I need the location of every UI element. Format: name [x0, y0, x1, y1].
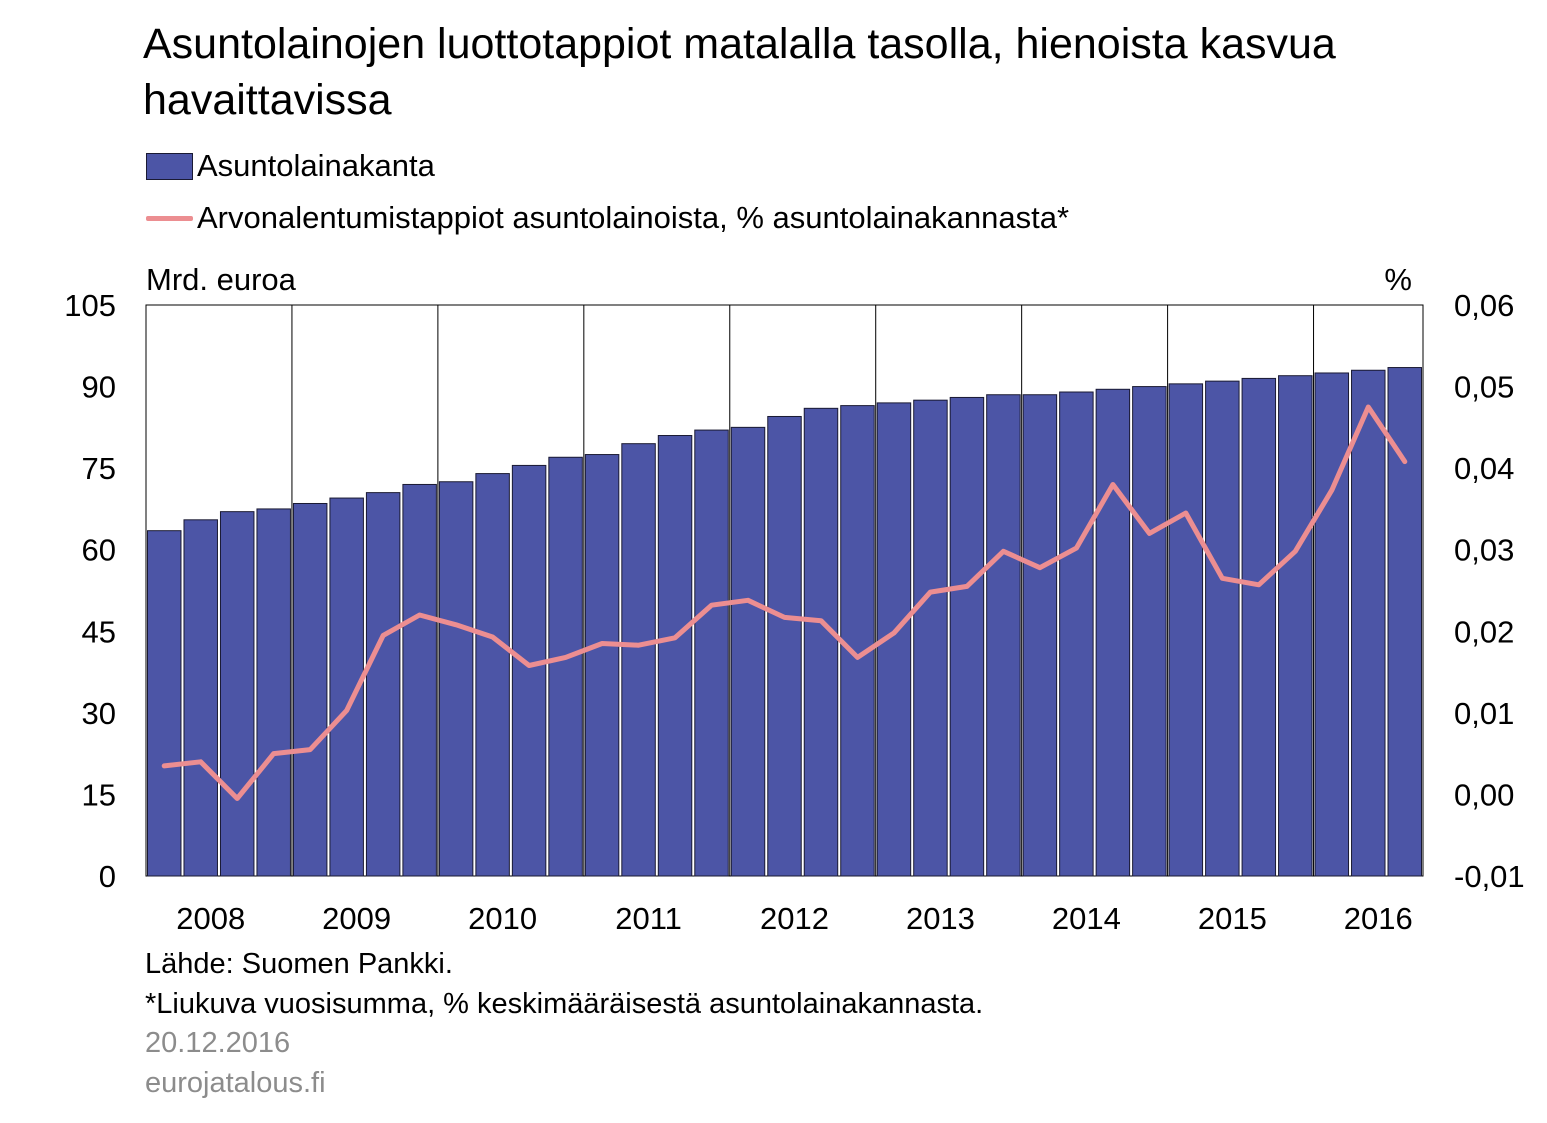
legend-label-line: Arvonalentumistappiot asuntolainoista, %…: [197, 200, 1070, 235]
bar: [694, 429, 729, 877]
date-note: 20.12.2016: [145, 1027, 291, 1059]
bar: [511, 464, 547, 877]
bar: [1205, 380, 1240, 877]
bar: [438, 481, 474, 877]
left-tick-label: 15: [82, 777, 116, 812]
right-tick-label: 0,01: [1454, 696, 1514, 731]
bar: [913, 399, 948, 877]
bar: [767, 415, 802, 877]
x-tick-label: 2014: [1052, 901, 1121, 936]
x-tick-label: 2012: [760, 901, 829, 936]
left-tick-label: 90: [82, 370, 116, 405]
legend-bar-swatch: [146, 152, 193, 180]
left-tick-label: 45: [82, 614, 116, 649]
site-note: eurojatalous.fi: [145, 1067, 326, 1099]
bar: [1022, 394, 1058, 877]
bar: [219, 511, 255, 877]
bar: [1241, 377, 1277, 877]
bar: [402, 483, 437, 877]
x-tick-label: 2009: [322, 901, 391, 936]
chart-title: Asuntolainojen luottotappiot matalalla t…: [143, 20, 1336, 124]
right-tick-label: 0,02: [1454, 614, 1514, 649]
right-tick-label: 0,06: [1454, 288, 1514, 323]
bar: [1095, 388, 1131, 877]
bar: [1132, 386, 1167, 877]
legend-line-swatch: [146, 215, 193, 221]
x-tick-label: 2013: [906, 901, 975, 936]
left-axis-unit: Mrd. euroa: [146, 262, 296, 297]
x-tick-label: 2011: [615, 901, 682, 936]
bar: [147, 530, 182, 877]
bar: [475, 473, 510, 877]
bar: [803, 407, 839, 877]
bar: [986, 394, 1021, 877]
left-tick-label: 105: [64, 288, 116, 323]
x-tick-label: 2015: [1198, 901, 1267, 936]
bar: [657, 435, 693, 877]
bar: [1168, 383, 1204, 877]
bar: [365, 492, 401, 877]
bar: [949, 396, 985, 877]
bar: [840, 405, 875, 877]
right-tick-label: 0,04: [1454, 451, 1514, 486]
legend-item-bars: Asuntolainakanta: [146, 146, 435, 186]
bar: [183, 519, 218, 877]
bar: [1278, 375, 1313, 877]
bar: [548, 456, 583, 877]
bar: [584, 454, 620, 877]
bar: [1351, 369, 1386, 877]
bar: [621, 443, 656, 877]
right-tick-label: 0,05: [1454, 370, 1514, 405]
bar: [1314, 372, 1350, 877]
right-tick-label: 0,03: [1454, 533, 1514, 568]
x-tick-label: 2016: [1344, 901, 1413, 936]
bar: [1059, 391, 1094, 877]
x-tick-label: 2008: [176, 901, 245, 936]
legend-item-line: Arvonalentumistappiot asuntolainoista, %…: [146, 198, 1069, 238]
left-tick-label: 30: [82, 696, 116, 731]
bar: [1387, 367, 1422, 877]
legend-label-bars: Asuntolainakanta: [197, 148, 435, 183]
bar: [256, 508, 291, 877]
left-tick-label: 0: [99, 859, 116, 894]
left-tick-label: 75: [82, 451, 116, 486]
right-axis-unit: %: [1384, 262, 1412, 297]
x-tick-label: 2010: [468, 901, 537, 936]
footnote: *Liukuva vuosisumma, % keskimääräisestä …: [145, 988, 984, 1020]
right-tick-label: 0,00: [1454, 777, 1514, 812]
line-series: [161, 404, 1408, 801]
source-note: Lähde: Suomen Pankki.: [145, 948, 453, 980]
bar: [730, 426, 766, 877]
left-tick-label: 60: [82, 533, 116, 568]
bar: [292, 502, 328, 877]
right-tick-label: -0,01: [1454, 859, 1525, 894]
